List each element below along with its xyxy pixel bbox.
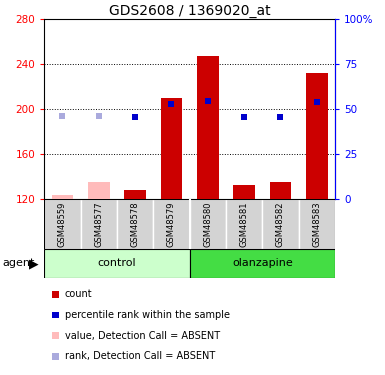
Text: GSM48580: GSM48580 <box>203 201 212 247</box>
Bar <box>44 249 190 278</box>
Text: agent: agent <box>2 258 34 268</box>
Text: GSM48559: GSM48559 <box>58 201 67 247</box>
Bar <box>299 199 335 249</box>
Text: GSM48581: GSM48581 <box>239 201 249 247</box>
Text: GSM48579: GSM48579 <box>167 201 176 247</box>
Text: GSM48583: GSM48583 <box>312 201 321 247</box>
Bar <box>190 199 226 249</box>
Bar <box>233 185 255 199</box>
Bar <box>88 182 110 199</box>
Text: GSM48577: GSM48577 <box>94 201 103 247</box>
Text: ▶: ▶ <box>29 257 38 270</box>
Bar <box>270 182 291 199</box>
Text: control: control <box>98 258 136 268</box>
Bar <box>44 199 80 249</box>
Bar <box>153 199 189 249</box>
Text: rank, Detection Call = ABSENT: rank, Detection Call = ABSENT <box>65 351 215 361</box>
Bar <box>117 199 153 249</box>
Text: percentile rank within the sample: percentile rank within the sample <box>65 310 230 320</box>
Text: olanzapine: olanzapine <box>232 258 293 268</box>
Text: value, Detection Call = ABSENT: value, Detection Call = ABSENT <box>65 331 220 340</box>
Bar <box>197 56 219 199</box>
Bar <box>190 249 335 278</box>
Bar <box>124 190 146 199</box>
Text: GSM48582: GSM48582 <box>276 201 285 247</box>
Text: GSM48578: GSM48578 <box>131 201 140 247</box>
Bar <box>262 199 299 249</box>
Bar <box>52 195 73 199</box>
Bar <box>226 199 262 249</box>
Bar <box>161 98 182 199</box>
Bar <box>80 199 117 249</box>
Bar <box>306 73 328 199</box>
Text: count: count <box>65 290 92 299</box>
Title: GDS2608 / 1369020_at: GDS2608 / 1369020_at <box>109 4 270 18</box>
